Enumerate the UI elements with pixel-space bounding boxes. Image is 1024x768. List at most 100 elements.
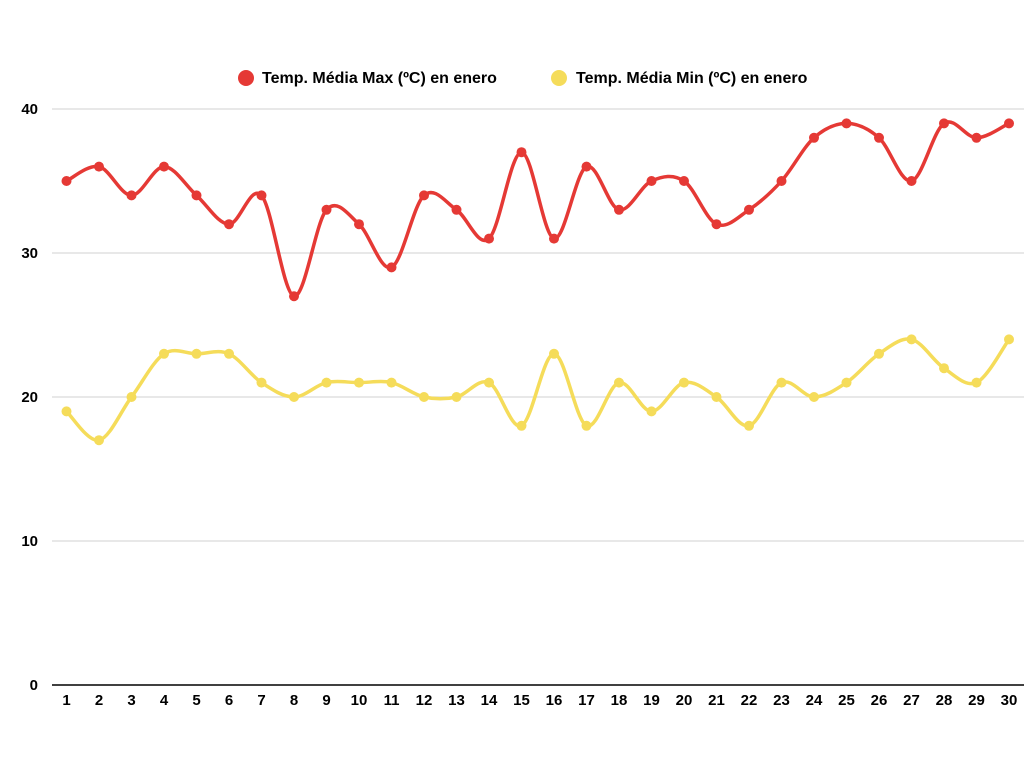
data-point[interactable]	[419, 392, 429, 402]
x-tick-label: 28	[936, 692, 953, 709]
x-tick-label: 11	[384, 692, 400, 709]
data-point[interactable]	[841, 377, 852, 388]
data-point[interactable]	[679, 377, 689, 388]
data-point[interactable]	[321, 204, 332, 215]
data-point[interactable]	[289, 392, 299, 402]
data-point[interactable]	[744, 420, 754, 431]
data-point[interactable]	[126, 392, 137, 402]
data-point[interactable]	[1004, 334, 1014, 345]
x-tick-label: 21	[708, 692, 725, 709]
series-line	[64, 120, 1011, 298]
data-point[interactable]	[581, 161, 592, 172]
data-point[interactable]	[809, 392, 819, 402]
x-tick-label: 18	[611, 692, 628, 709]
x-tick-label: 5	[192, 692, 200, 709]
data-point[interactable]	[386, 262, 397, 273]
legend-label-max: Temp. Média Max (ºC) en enero	[262, 70, 497, 87]
y-tick-label: 30	[21, 245, 38, 262]
data-point[interactable]	[126, 190, 137, 201]
data-point[interactable]	[581, 420, 592, 431]
y-tick-label: 10	[21, 533, 38, 550]
x-tick-label: 24	[806, 692, 823, 709]
data-point[interactable]	[224, 348, 234, 359]
data-point[interactable]	[354, 377, 364, 388]
data-point[interactable]	[971, 132, 982, 143]
series-max	[61, 118, 1014, 302]
data-point[interactable]	[451, 392, 462, 402]
x-tick-label: 15	[513, 692, 530, 709]
legend-item-min[interactable]: Temp. Média Min (ºC) en enero	[551, 70, 808, 87]
data-point[interactable]	[516, 420, 527, 431]
data-point[interactable]	[94, 435, 104, 446]
data-point[interactable]	[939, 118, 949, 129]
legend-label-min: Temp. Média Min (ºC) en enero	[576, 70, 808, 87]
data-point[interactable]	[711, 392, 722, 402]
data-point[interactable]	[451, 204, 462, 215]
data-point[interactable]	[841, 118, 852, 129]
x-tick-label: 27	[903, 692, 920, 709]
x-tick-label: 22	[741, 692, 758, 709]
data-point[interactable]	[679, 176, 689, 186]
x-tick-label: 7	[257, 692, 265, 709]
data-point[interactable]	[744, 204, 754, 215]
gridlines	[52, 108, 1024, 686]
data-point[interactable]	[321, 377, 332, 388]
series	[61, 118, 1014, 446]
data-point[interactable]	[224, 219, 234, 230]
data-point[interactable]	[1004, 118, 1014, 129]
data-point[interactable]	[354, 219, 364, 230]
data-point[interactable]	[939, 363, 949, 374]
data-point[interactable]	[289, 291, 299, 302]
x-tick-label: 2	[95, 692, 103, 709]
data-point[interactable]	[614, 204, 624, 215]
data-point[interactable]	[776, 377, 787, 388]
y-tick-label: 0	[30, 677, 38, 694]
data-point[interactable]	[61, 406, 72, 417]
x-tick-label: 1	[62, 692, 70, 709]
data-point[interactable]	[191, 190, 202, 201]
data-point[interactable]	[549, 348, 559, 359]
x-tick-label: 29	[968, 692, 985, 709]
x-tick-label: 4	[160, 692, 169, 709]
x-tick-label: 16	[546, 692, 563, 709]
data-point[interactable]	[484, 377, 494, 388]
data-point[interactable]	[809, 132, 819, 143]
data-point[interactable]	[906, 334, 917, 345]
legend-marker-max	[238, 70, 254, 86]
x-tick-label: 8	[290, 692, 298, 709]
data-point[interactable]	[419, 190, 429, 201]
data-point[interactable]	[971, 377, 982, 388]
x-tick-label: 23	[773, 692, 790, 709]
data-point[interactable]	[646, 176, 657, 186]
data-point[interactable]	[386, 377, 397, 388]
data-point[interactable]	[159, 348, 169, 359]
x-tick-label: 19	[643, 692, 660, 709]
x-tick-label: 20	[676, 692, 693, 709]
data-point[interactable]	[874, 348, 884, 359]
data-point[interactable]	[614, 377, 624, 388]
legend-item-max[interactable]: Temp. Média Max (ºC) en enero	[238, 70, 497, 87]
x-tick-label: 3	[127, 692, 135, 709]
data-point[interactable]	[516, 147, 527, 158]
x-tick-label: 13	[448, 692, 465, 709]
data-point[interactable]	[646, 406, 657, 417]
data-point[interactable]	[484, 233, 494, 244]
data-point[interactable]	[906, 176, 917, 186]
data-point[interactable]	[159, 161, 169, 172]
data-point[interactable]	[256, 190, 267, 201]
data-point[interactable]	[94, 161, 104, 172]
data-point[interactable]	[549, 233, 559, 244]
data-point[interactable]	[191, 348, 202, 359]
data-point[interactable]	[776, 176, 787, 186]
data-point[interactable]	[256, 377, 267, 388]
series-min	[61, 334, 1014, 446]
data-point[interactable]	[874, 132, 884, 143]
x-tick-label: 10	[351, 692, 368, 709]
x-tick-label: 17	[578, 692, 595, 709]
data-point[interactable]	[61, 176, 72, 186]
data-point[interactable]	[711, 219, 722, 230]
x-tick-label: 9	[322, 692, 330, 709]
